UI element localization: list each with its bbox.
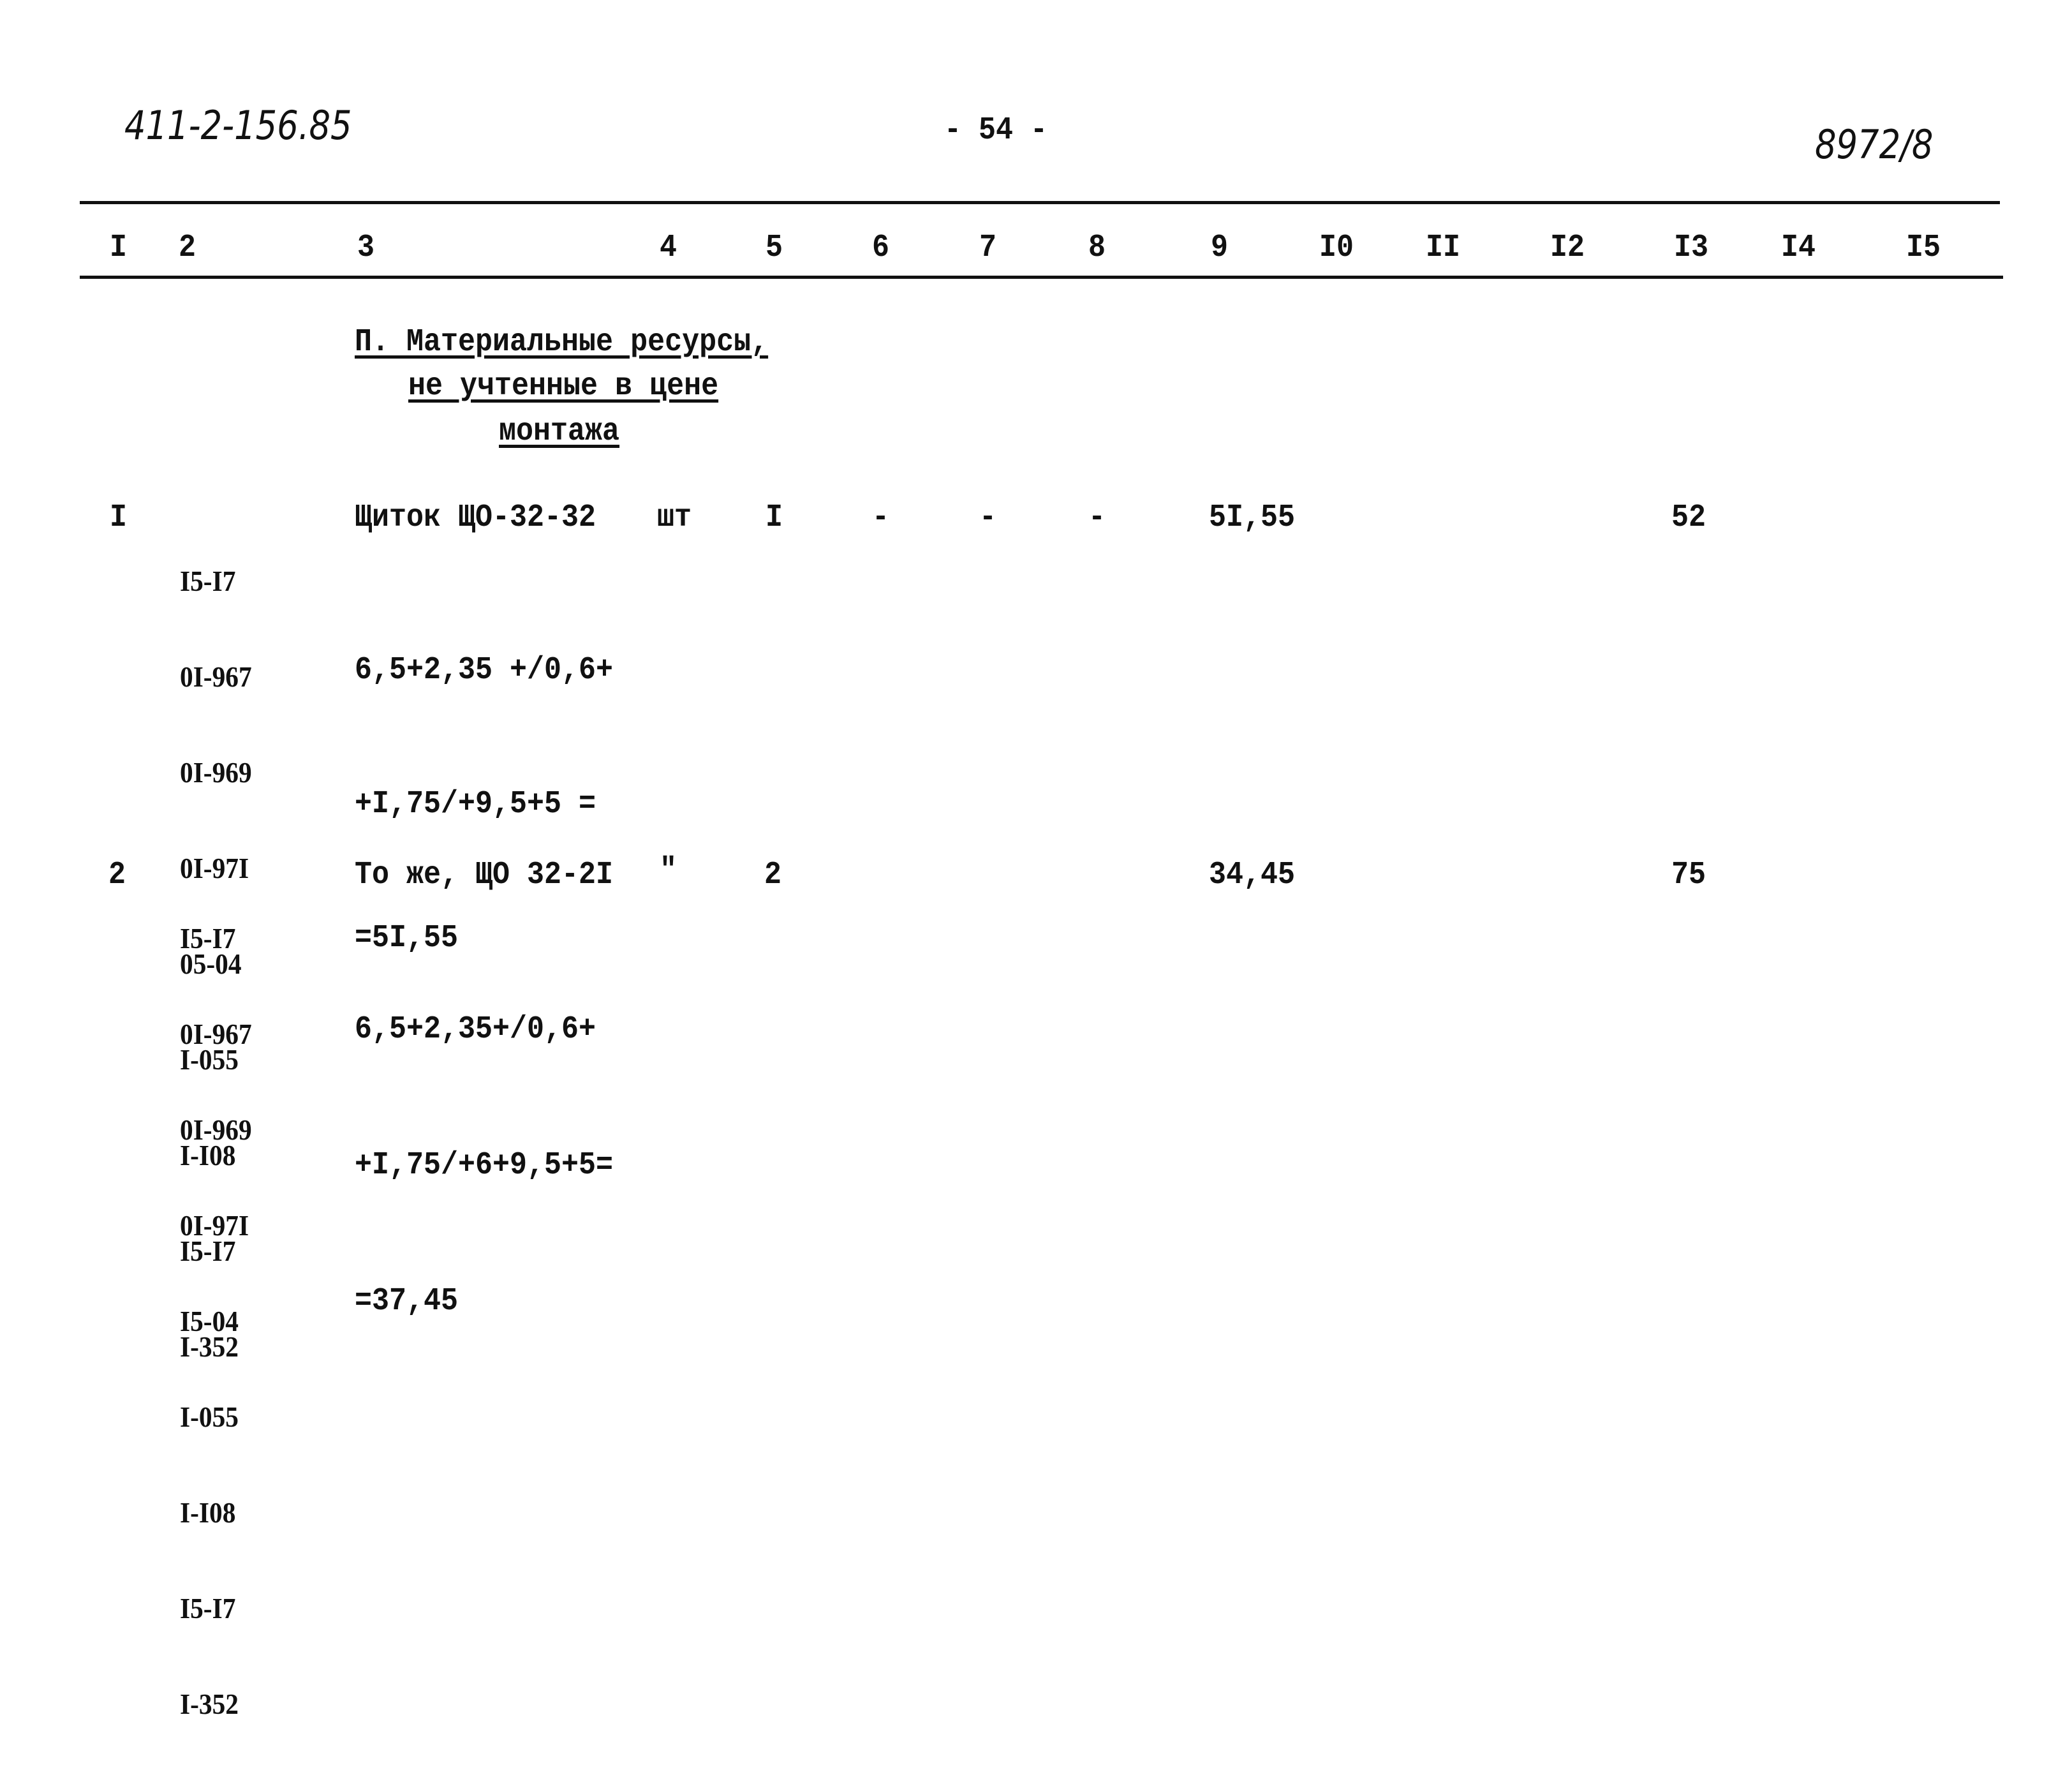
price-code: 0I-969 <box>180 756 252 789</box>
column-header: I2 <box>1550 230 1585 266</box>
price-code: I-I08 <box>180 1139 236 1171</box>
col13-value: 75 <box>1671 857 1706 893</box>
price-code: 0I-967 <box>180 1018 252 1050</box>
price-code: I-352 <box>180 1330 239 1363</box>
item-formula: 6,5+2,35+/0,6+ +I,75/+6+9,5+5= =37,45 <box>355 916 613 1415</box>
formula-line: 6,5+2,35 +/0,6+ <box>355 652 614 688</box>
price-code: I-I08 <box>180 1496 236 1529</box>
item-formula: 6,5+2,35 +/0,6+ +I,75/+9,5+5 = =5I,55 <box>355 559 613 1050</box>
document-code: 411-2-156.85 <box>124 102 352 149</box>
column-header: 4 <box>660 230 677 266</box>
formula-line: 6,5+2,35+/0,6+ <box>355 1011 596 1048</box>
unit: " <box>660 852 677 889</box>
price-code: I5-I7 <box>180 922 236 955</box>
column-header: I4 <box>1781 230 1816 266</box>
price-code: 0I-97I <box>180 852 249 884</box>
price-code: 0I-967 <box>180 660 252 693</box>
formula-line: +I,75/+9,5+5 = <box>355 786 596 822</box>
section-title-line: монтажа <box>499 413 620 450</box>
column-header: I3 <box>1674 230 1709 266</box>
formula-line: +I,75/+6+9,5+5= <box>355 1147 614 1184</box>
section-title-line: не учтенные в цене <box>408 368 719 405</box>
col9-value: 5I,55 <box>1209 500 1296 536</box>
column-header: 9 <box>1211 230 1229 266</box>
row-number: I <box>110 500 128 536</box>
page-number: - 54 - <box>944 112 1048 149</box>
formula-line: =5I,55 <box>355 920 459 956</box>
price-code: I5-I7 <box>180 565 236 597</box>
price-code: 05-04 <box>180 948 242 980</box>
price-code: I-055 <box>180 1401 239 1433</box>
item-name: То же, ЩО 32-2I <box>355 857 614 893</box>
col13-value: 52 <box>1671 500 1706 536</box>
item-name: Щиток ЩО-32-32 <box>355 500 596 536</box>
column-header: I <box>110 230 128 266</box>
col8-value: - <box>1088 500 1106 536</box>
price-codes: I5-I7 0I-967 0I-969 0I-97I 05-04 I-055 I… <box>180 502 252 1427</box>
column-header: 6 <box>872 230 890 266</box>
column-header: 8 <box>1088 230 1106 266</box>
col9-value: 34,45 <box>1209 857 1296 893</box>
col7-value: - <box>979 500 997 536</box>
price-codes: I5-I7 0I-967 0I-969 0I-97I I5-04 I-055 I… <box>180 859 252 1784</box>
price-code: 0I-97I <box>180 1209 249 1242</box>
price-code: I5-I7 <box>180 1235 236 1267</box>
column-header: 3 <box>357 230 375 266</box>
price-code: I5-I7 <box>180 1592 236 1624</box>
archive-number: 8972/8 <box>1815 121 1934 168</box>
price-code: I5-04 <box>180 1305 239 1337</box>
section-title-line: П. Материальные ресурсы, <box>355 324 769 361</box>
column-header: 5 <box>766 230 783 266</box>
row-number: 2 <box>108 857 126 893</box>
price-code: I-055 <box>180 1043 239 1076</box>
column-header: I5 <box>1906 230 1941 266</box>
formula-line: =37,45 <box>355 1283 459 1319</box>
table-top-rule <box>80 201 2000 204</box>
column-header: I0 <box>1319 230 1354 266</box>
col6-value: - <box>872 500 890 536</box>
quantity: I <box>766 500 783 536</box>
column-header: 7 <box>979 230 997 266</box>
column-header: 2 <box>179 230 196 266</box>
price-code: 0I-969 <box>180 1113 252 1146</box>
column-header: II <box>1426 230 1461 266</box>
price-code: I-352 <box>180 1688 239 1720</box>
unit: шт <box>657 500 692 536</box>
quantity: 2 <box>764 857 782 893</box>
table-header-rule <box>80 276 2003 279</box>
